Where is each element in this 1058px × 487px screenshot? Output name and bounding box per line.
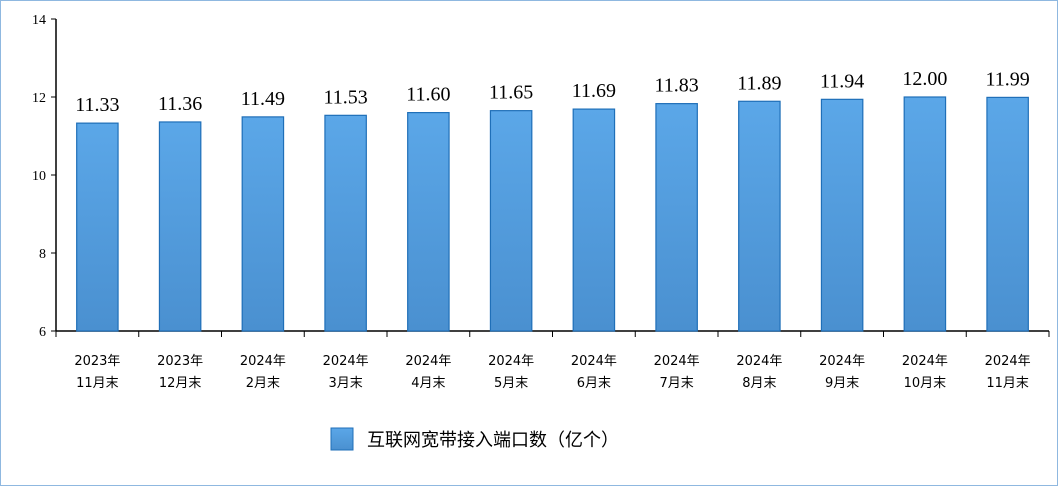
x-tick-label: 5月末: [494, 376, 528, 391]
x-tick-label: 2024年: [654, 354, 700, 369]
x-tick-label: 4月末: [411, 376, 445, 391]
x-tick-label: 9月末: [825, 376, 859, 391]
data-label: 12.00: [902, 68, 947, 90]
y-axis: 6 8 10 12 14: [32, 13, 57, 340]
bar: [76, 122, 119, 332]
data-label: 11.49: [241, 88, 285, 110]
data-label: 11.94: [820, 70, 864, 92]
data-label: 11.69: [572, 80, 616, 102]
bar: [903, 96, 947, 332]
x-tick-label: 2024年: [819, 354, 865, 369]
data-labels: 11.33 11.36 11.49 11.53 11.60 11.65 11.69 11.83…: [75, 68, 1030, 116]
legend-label: 互联网宽带接入端口数（亿个）: [367, 430, 619, 451]
data-label: 11.89: [737, 72, 781, 94]
bar: [820, 98, 864, 332]
x-tick-label: 2024年: [240, 354, 286, 369]
y-tick-label: 8: [39, 247, 46, 262]
x-tick-label: 2024年: [405, 354, 451, 369]
x-tick-label: 2月末: [246, 376, 280, 391]
x-tick-label: 2024年: [736, 354, 782, 369]
legend-swatch: [330, 427, 354, 451]
y-tick-label: 6: [39, 325, 46, 340]
x-tick-label: 6月末: [577, 376, 611, 391]
x-tick-label: 2024年: [323, 354, 369, 369]
bar: [158, 121, 202, 332]
x-tick-label: 2024年: [571, 354, 617, 369]
bar: [407, 111, 450, 332]
y-tick-label: 14: [32, 13, 46, 28]
x-tick-label: 11月末: [986, 376, 1029, 391]
x-tick-label: 12月末: [159, 376, 202, 391]
x-tick-label: 10月末: [904, 376, 947, 391]
x-tick-label: 8月末: [742, 376, 776, 391]
x-tick-label: 7月末: [659, 376, 693, 391]
x-tick-label: 2024年: [985, 354, 1031, 369]
data-label: 11.99: [985, 68, 1029, 90]
data-label: 11.36: [158, 93, 202, 115]
bar: [241, 116, 285, 332]
y-tick-label: 12: [32, 91, 46, 106]
x-tick-label: 2023年: [74, 354, 120, 369]
bars: [76, 96, 1029, 332]
data-label: 11.65: [489, 82, 533, 104]
data-label: 11.60: [406, 84, 450, 106]
bar: [738, 100, 781, 332]
bar: [489, 110, 533, 332]
bar: [572, 108, 616, 332]
bar: [324, 114, 367, 332]
x-tick-label: 2023年: [157, 354, 203, 369]
bar: [986, 96, 1029, 332]
y-tick-label: 10: [32, 169, 46, 184]
x-tick-label: 11月末: [76, 376, 119, 391]
x-tick-label: 2024年: [902, 354, 948, 369]
data-label: 11.83: [654, 75, 698, 97]
x-tick-label: 3月末: [328, 376, 362, 391]
x-axis: 2023年 11月末 2023年 12月末 2024年 2月末 2024年 3月末 2024年 4…: [55, 330, 1050, 391]
data-label: 11.53: [323, 86, 367, 108]
legend: 互联网宽带接入端口数（亿个）: [330, 427, 619, 451]
x-tick-label: 2024年: [488, 354, 534, 369]
data-label: 11.33: [75, 94, 119, 116]
bar: [655, 103, 698, 332]
